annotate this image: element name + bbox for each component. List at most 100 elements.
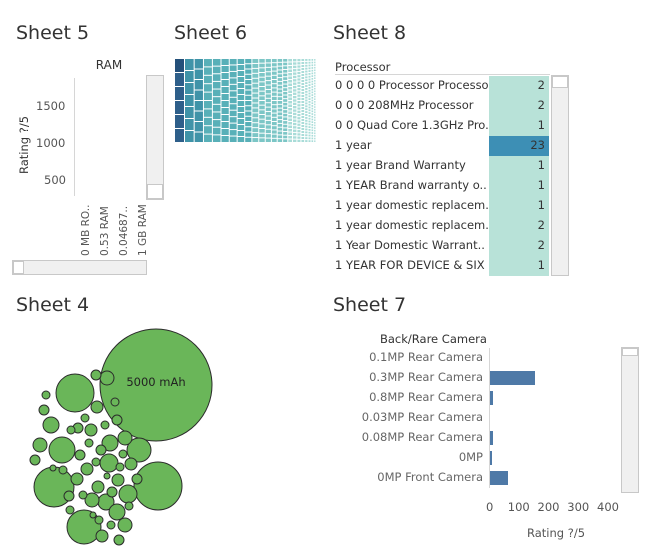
treemap-cell — [308, 84, 311, 86]
bubble — [99, 453, 119, 473]
treemap-cell — [265, 138, 271, 142]
bubble — [65, 505, 75, 515]
processor-value-cell[interactable]: 2 — [489, 216, 549, 236]
bubble — [117, 430, 133, 446]
treemap-cell — [305, 131, 308, 134]
treemap-cell — [265, 107, 271, 112]
sheet8-vscroll-thumb[interactable] — [552, 76, 568, 88]
table-row[interactable]: 1 Year Domestic Warrant.. 2 — [335, 236, 550, 256]
processor-value-cell[interactable]: 2 — [489, 236, 549, 256]
table-row[interactable]: 0 0 Quad Core 1.3GHz Pro.. 1 — [335, 116, 550, 136]
table-row[interactable]: 1 year domestic replacem.. 1 — [335, 196, 550, 216]
treemap-cell — [277, 93, 283, 97]
treemap-cell — [305, 134, 308, 137]
treemap-cell — [297, 120, 301, 123]
camera-bar[interactable] — [490, 391, 493, 405]
sheet7-vscroll-thumb[interactable] — [622, 348, 638, 356]
processor-value-cell[interactable]: 1 — [489, 116, 549, 136]
sheet5-vscroll-thumb[interactable] — [147, 184, 163, 199]
treemap-cell — [271, 101, 277, 105]
treemap-cell — [308, 106, 311, 109]
treemap-cell — [297, 104, 301, 107]
treemap-cell — [301, 98, 305, 100]
treemap-cell — [314, 137, 316, 140]
table-row[interactable]: 0 0 0 208MHz Processor 2 — [335, 96, 550, 116]
table-row[interactable]: 1 year 23 — [335, 136, 550, 156]
treemap-cell — [265, 85, 271, 89]
treemap-cell — [301, 83, 305, 85]
table-row[interactable]: 1 year domestic replacem.. 2 — [335, 216, 550, 236]
treemap-cell — [311, 124, 314, 126]
treemap-cell — [305, 67, 308, 70]
processor-value-cell[interactable]: 1 — [489, 156, 549, 176]
treemap-cell — [277, 74, 283, 78]
treemap-cell — [293, 109, 297, 112]
processor-value-cell[interactable]: 2 — [489, 76, 549, 96]
treemap-cell — [252, 88, 259, 93]
bubble — [58, 465, 68, 475]
treemap-cell — [293, 132, 297, 136]
treemap-cell — [194, 59, 203, 69]
treemap-cell — [265, 89, 271, 94]
processor-value: 23 — [530, 138, 545, 152]
treemap-cell — [271, 88, 277, 92]
treemap-cell — [293, 129, 297, 132]
bubble — [49, 464, 57, 472]
sheet5-vertical-scrollbar[interactable] — [146, 75, 164, 200]
sheet5-y-tick: 1000 — [36, 136, 66, 150]
treemap-cell — [229, 123, 237, 130]
treemap-cell — [301, 119, 305, 121]
treemap-cell — [314, 85, 316, 87]
treemap-cell — [314, 127, 316, 129]
treemap-cell — [305, 73, 308, 76]
treemap-cell — [259, 77, 265, 82]
camera-bar[interactable] — [490, 371, 536, 385]
camera-bar[interactable] — [490, 431, 493, 445]
table-row[interactable]: 1 YEAR FOR DEVICE & SIX .. 1 — [335, 256, 550, 276]
treemap-cell — [293, 92, 297, 95]
treemap-cell — [311, 88, 314, 91]
camera-bar[interactable] — [490, 451, 492, 465]
sheet8-vertical-scrollbar[interactable] — [551, 75, 569, 276]
treemap-cell — [301, 131, 305, 133]
treemap-cell — [297, 123, 301, 126]
treemap-cell — [288, 111, 292, 114]
treemap-cell — [311, 134, 314, 137]
treemap-cell — [283, 88, 288, 91]
table-row[interactable]: 1 YEAR Brand warranty o.. 1 — [335, 176, 550, 196]
sheet7-vertical-scrollbar[interactable] — [621, 347, 639, 493]
table-row[interactable]: 0 0 0 0 Processor Processor 2 — [335, 76, 550, 96]
treemap-cell — [297, 59, 301, 62]
treemap-cell — [265, 112, 271, 116]
treemap-cell — [283, 132, 288, 135]
treemap-cell — [194, 132, 203, 142]
treemap-cell — [314, 140, 316, 142]
treemap-cell — [314, 129, 316, 132]
processor-value-cell[interactable]: 1 — [489, 256, 549, 276]
treemap-cell — [245, 132, 252, 137]
sheet5-axis-line — [74, 78, 75, 196]
treemap-cell — [271, 71, 277, 75]
treemap-cell — [245, 69, 252, 74]
processor-value-cell[interactable]: 23 — [489, 136, 549, 156]
treemap-cell — [308, 98, 311, 100]
camera-bar[interactable] — [490, 471, 509, 485]
processor-label: 1 year — [335, 138, 372, 152]
processor-value-cell[interactable]: 2 — [489, 96, 549, 116]
sheet5-hscroll-thumb[interactable] — [13, 261, 24, 274]
sheet6-title: Sheet 6 — [174, 22, 248, 44]
treemap-cell — [305, 90, 308, 93]
treemap-cell — [288, 83, 292, 86]
sheet5-horizontal-scrollbar[interactable] — [12, 260, 147, 275]
treemap-cell — [212, 135, 221, 142]
treemap-cell — [194, 111, 203, 121]
table-row[interactable]: 1 year Brand Warranty 1 — [335, 156, 550, 176]
processor-value-cell[interactable]: 1 — [489, 176, 549, 196]
treemap-cell — [293, 136, 297, 139]
treemap-cell — [252, 73, 259, 78]
treemap-cell — [314, 132, 316, 135]
treemap-cell — [212, 81, 221, 89]
processor-value-cell[interactable]: 1 — [489, 196, 549, 216]
treemap-cell — [283, 124, 288, 128]
treemap-cell — [277, 97, 283, 100]
